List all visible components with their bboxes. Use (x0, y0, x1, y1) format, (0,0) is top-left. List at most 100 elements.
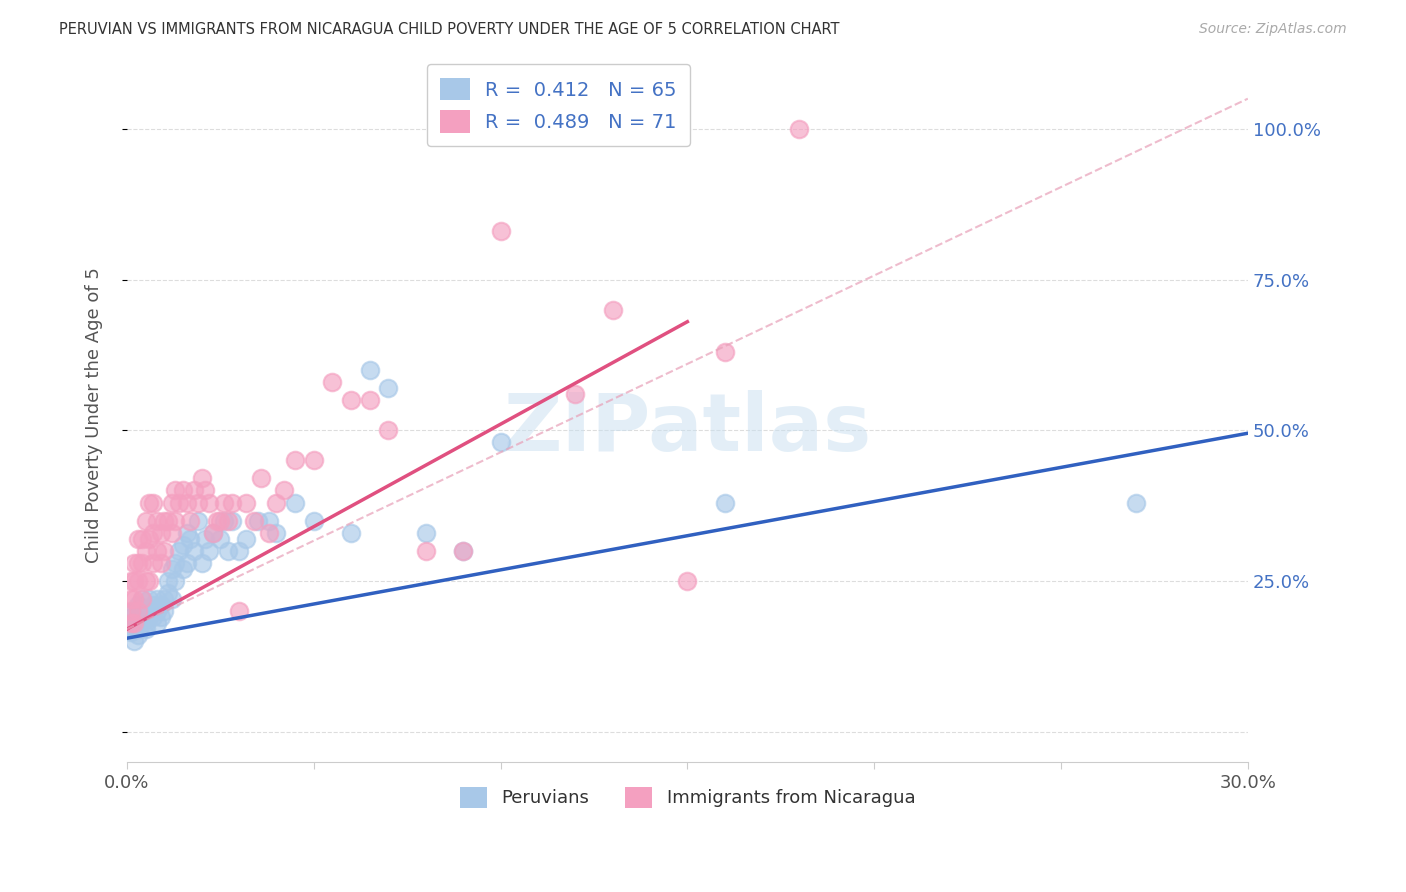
Point (266, 525, 288, 540)
Point (209, 532, 232, 546)
Point (135, 543, 157, 558)
Point (179, 514, 201, 528)
Point (124, 604, 146, 618)
Point (146, 592, 169, 607)
Point (377, 381, 399, 395)
Point (217, 514, 239, 528)
Point (127, 598, 149, 612)
Legend: Peruvians, Immigrants from Nicaragua: Peruvians, Immigrants from Nicaragua (453, 780, 922, 815)
Point (201, 525, 224, 540)
Point (142, 556, 165, 570)
Point (153, 543, 176, 558)
Point (124, 634, 146, 648)
Point (489, 435, 512, 450)
Point (602, 302, 624, 317)
Point (149, 598, 172, 612)
Point (124, 622, 146, 636)
Point (142, 598, 165, 612)
Point (201, 525, 224, 540)
Point (138, 532, 160, 546)
Point (284, 495, 307, 509)
Text: PERUVIAN VS IMMIGRANTS FROM NICARAGUA CHILD POVERTY UNDER THE AGE OF 5 CORRELATI: PERUVIAN VS IMMIGRANTS FROM NICARAGUA CH… (59, 22, 839, 37)
Point (165, 483, 187, 498)
Point (221, 495, 243, 509)
Point (120, 604, 142, 618)
Point (146, 616, 169, 631)
Point (250, 471, 273, 485)
Point (138, 610, 160, 624)
Point (135, 514, 157, 528)
Point (1125, 495, 1147, 509)
Point (149, 610, 172, 624)
Point (149, 556, 172, 570)
Point (131, 616, 153, 631)
Point (135, 574, 157, 588)
Point (120, 616, 142, 631)
Point (415, 543, 437, 558)
Point (228, 543, 250, 558)
Point (212, 495, 235, 509)
Point (194, 532, 217, 546)
Point (160, 592, 183, 607)
Point (124, 574, 146, 588)
Y-axis label: Child Poverty Under the Age of 5: Child Poverty Under the Age of 5 (86, 268, 103, 563)
Point (127, 622, 149, 636)
Point (146, 543, 169, 558)
Point (142, 610, 165, 624)
Point (120, 616, 142, 631)
Point (246, 514, 269, 528)
Point (235, 532, 257, 546)
Point (131, 556, 153, 570)
Point (217, 543, 239, 558)
Point (273, 483, 295, 498)
Point (124, 616, 146, 631)
Point (124, 556, 146, 570)
Point (142, 495, 165, 509)
Point (167, 543, 190, 558)
Point (187, 514, 209, 528)
Point (135, 622, 157, 636)
Point (284, 453, 307, 467)
Point (127, 556, 149, 570)
Point (120, 592, 142, 607)
Point (165, 514, 187, 528)
Point (120, 610, 142, 624)
Point (451, 543, 474, 558)
Point (146, 514, 169, 528)
Point (228, 604, 250, 618)
Point (198, 495, 221, 509)
Point (156, 574, 179, 588)
Point (713, 495, 735, 509)
Point (183, 543, 205, 558)
Point (135, 604, 157, 618)
Point (127, 532, 149, 546)
Point (165, 574, 187, 588)
Point (153, 592, 176, 607)
Point (138, 574, 160, 588)
Point (172, 483, 194, 498)
Point (160, 495, 183, 509)
Point (142, 525, 165, 540)
Point (156, 514, 179, 528)
Point (221, 514, 243, 528)
Text: ZIPatlas: ZIPatlas (503, 390, 872, 468)
Point (190, 471, 212, 485)
Point (377, 423, 399, 437)
Point (127, 604, 149, 618)
Point (131, 592, 153, 607)
Point (243, 514, 266, 528)
Point (138, 592, 160, 607)
Point (127, 574, 149, 588)
Point (212, 514, 235, 528)
Point (176, 525, 198, 540)
Point (187, 495, 209, 509)
Point (176, 556, 198, 570)
Point (172, 538, 194, 552)
Point (489, 224, 512, 238)
Point (153, 604, 176, 618)
Point (205, 514, 228, 528)
Point (198, 543, 221, 558)
Point (149, 525, 172, 540)
Point (340, 525, 363, 540)
Point (131, 592, 153, 607)
